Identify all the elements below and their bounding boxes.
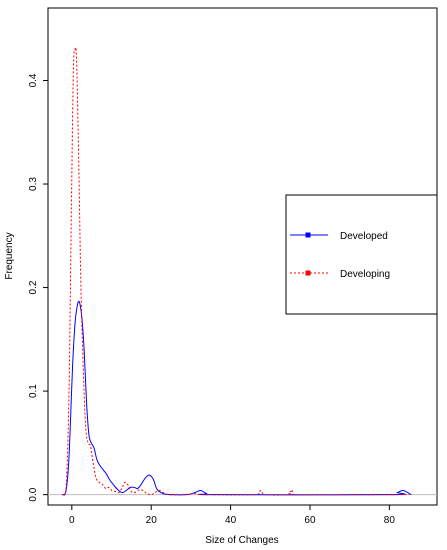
x-tick-label: 20	[146, 515, 158, 526]
legend-label-developed: Developed	[340, 231, 388, 242]
y-axis: 0.0 0.1 0.2 0.3 0.4	[28, 73, 48, 502]
legend-marker-developed	[305, 232, 311, 238]
x-axis-title: Size of Changes	[205, 535, 278, 546]
x-tick-label: 80	[384, 515, 396, 526]
y-tick-label: 0.0	[28, 487, 39, 501]
legend: Developed Developing	[285, 194, 438, 315]
x-axis: 0 20 40 60 80	[69, 505, 395, 526]
series-line-developing	[62, 46, 410, 496]
legend-label-developing: Developing	[340, 269, 390, 280]
y-tick-label: 0.4	[28, 73, 39, 87]
series-layer	[61, 46, 412, 496]
x-tick-label: 40	[225, 515, 237, 526]
legend-box	[285, 194, 438, 315]
legend-marker-developing	[305, 270, 311, 276]
y-axis-title: Frequency	[4, 232, 15, 279]
series-line-developed	[61, 300, 412, 496]
x-tick-label: 60	[304, 515, 316, 526]
y-tick-label: 0.3	[28, 177, 39, 191]
y-tick-label: 0.2	[28, 280, 39, 294]
y-tick-label: 0.1	[28, 384, 39, 398]
x-tick-label: 0	[69, 515, 75, 526]
